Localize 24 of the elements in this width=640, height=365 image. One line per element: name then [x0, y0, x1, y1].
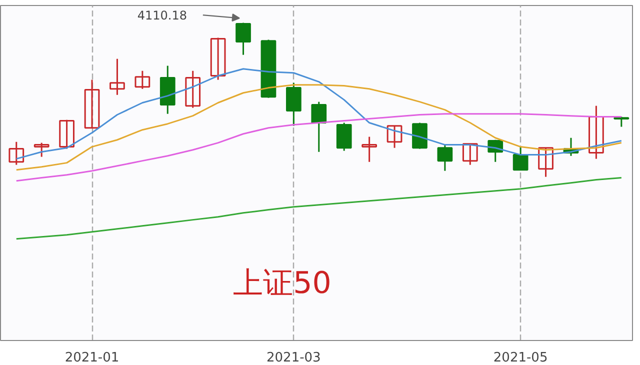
candlestick	[386, 125, 402, 149]
candlestick	[538, 147, 554, 178]
candlestick	[8, 141, 24, 166]
candlestick	[362, 136, 377, 163]
x-tick-label: 2021-05	[493, 350, 548, 365]
candlestick	[236, 22, 251, 56]
candlestick	[34, 142, 50, 158]
candlestick	[84, 79, 100, 129]
candlestick	[437, 144, 453, 172]
candlestick	[512, 146, 528, 171]
candlestick	[336, 122, 352, 152]
candlestick	[286, 82, 302, 127]
candlestick	[185, 70, 201, 109]
text: 上证50	[233, 266, 332, 302]
x-tick-label: 2021-01	[64, 350, 120, 365]
candlestick	[110, 58, 125, 96]
text: 4110.18	[137, 8, 188, 23]
x-tick-label: 2021-03	[266, 350, 321, 365]
candlestick	[134, 70, 150, 90]
candlestick	[588, 105, 604, 160]
candlestick	[59, 119, 74, 150]
candlestick	[462, 143, 478, 166]
candlestick	[311, 101, 327, 153]
candlestick	[210, 36, 226, 81]
